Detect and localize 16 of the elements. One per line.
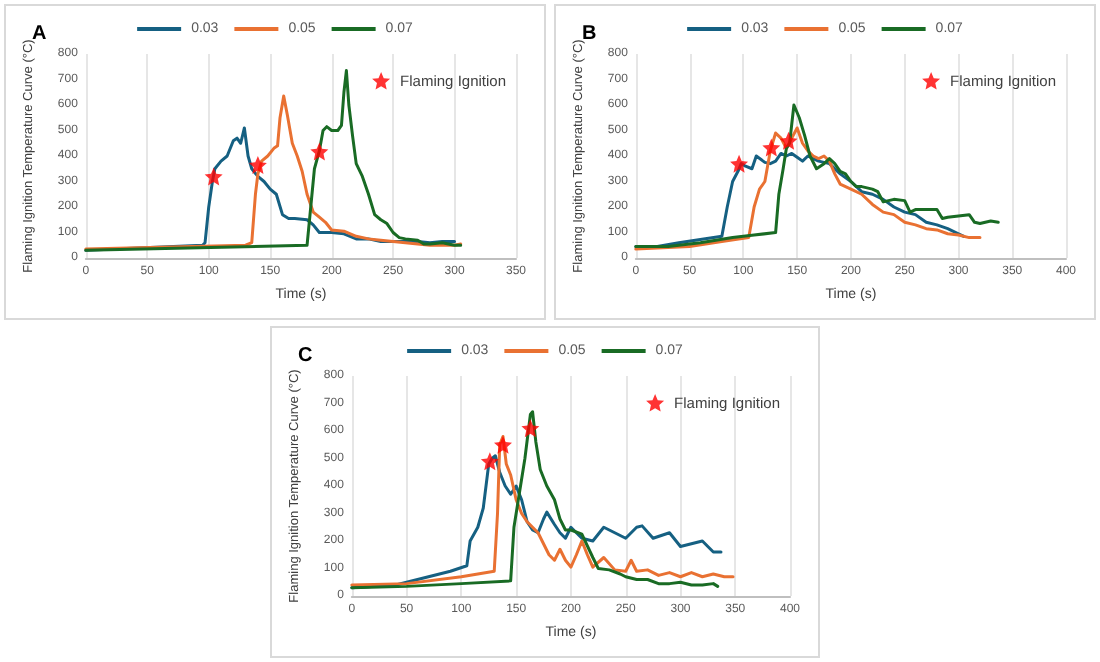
point bbox=[204, 167, 223, 186]
chart-title: A bbox=[32, 23, 47, 45]
chart-title: C bbox=[298, 345, 313, 367]
line-series bbox=[634, 103, 1000, 249]
point bbox=[521, 419, 540, 438]
point bbox=[493, 435, 512, 454]
point bbox=[248, 155, 267, 174]
chart-title: B bbox=[582, 23, 597, 45]
line-series bbox=[634, 126, 982, 251]
line-series bbox=[350, 410, 720, 590]
line-series bbox=[350, 435, 735, 587]
point bbox=[762, 138, 781, 157]
point bbox=[730, 154, 749, 173]
point bbox=[779, 131, 798, 150]
point bbox=[480, 452, 499, 471]
point bbox=[310, 142, 329, 161]
